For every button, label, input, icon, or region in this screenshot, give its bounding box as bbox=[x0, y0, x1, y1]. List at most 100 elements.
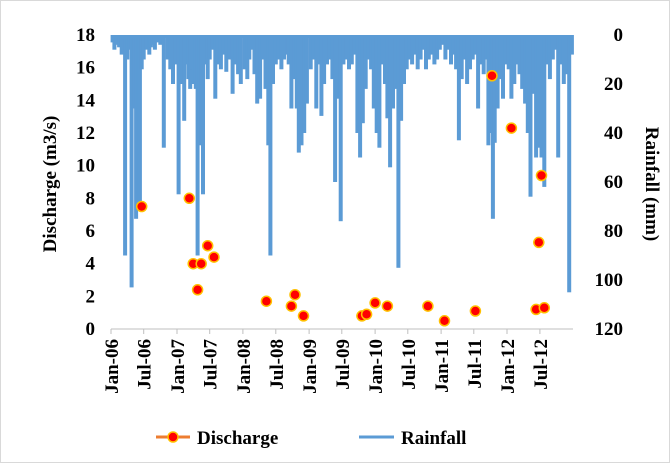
rainfall-bar bbox=[465, 35, 470, 84]
x-tick-label: Jul-12 bbox=[531, 339, 552, 390]
rainfall-bar bbox=[443, 35, 448, 60]
rainfall-bar bbox=[459, 35, 464, 80]
rainfall-bar bbox=[308, 35, 313, 70]
legend-rainfall-label: Rainfall bbox=[401, 428, 466, 449]
legend-item-discharge: Discharge bbox=[156, 428, 278, 449]
rainfall-bar bbox=[279, 35, 284, 70]
x-axis-ticks: Jan-06 Jul-06 Jan-07 Jul-07 Jan-08 Jul-08 Jan-… bbox=[102, 329, 552, 394]
rainfall-bar bbox=[451, 35, 456, 55]
rainfall-bar bbox=[258, 35, 263, 99]
rainfall-bar bbox=[440, 35, 445, 45]
discharge-markers bbox=[135, 70, 551, 327]
y-left-tick-label: 16 bbox=[76, 58, 95, 79]
rainfall-bar bbox=[317, 35, 321, 65]
rainfall-bar bbox=[215, 35, 220, 65]
x-tick-label: Jul-09 bbox=[333, 339, 354, 390]
rainfall-bar bbox=[292, 35, 297, 80]
rainfall-bar bbox=[429, 35, 434, 55]
rainfall-bar bbox=[213, 35, 218, 99]
y-right-tick-label: 60 bbox=[604, 172, 623, 193]
rainfall-bar bbox=[426, 35, 431, 60]
rainfall-bar bbox=[476, 35, 481, 109]
left-axis-ticks: 0 2 4 6 8 10 12 14 16 18 bbox=[76, 25, 96, 340]
rainfall-bar bbox=[402, 35, 406, 84]
rainfall-bar bbox=[413, 35, 417, 55]
rainfall-bar bbox=[268, 35, 273, 256]
rainfall-bar bbox=[112, 35, 117, 50]
y-left-tick-label: 10 bbox=[76, 156, 95, 177]
rainfall-bar bbox=[531, 35, 536, 94]
rainfall-bar bbox=[165, 35, 170, 60]
y-right-tick-label: 40 bbox=[604, 123, 623, 144]
rainfall-bar bbox=[319, 35, 324, 116]
rainfall-bar bbox=[327, 35, 332, 60]
rainfall-bar bbox=[195, 35, 200, 256]
x-tick-label: Jul-10 bbox=[399, 339, 420, 390]
y-left-tick-label: 0 bbox=[86, 319, 96, 340]
rainfall-bar bbox=[119, 35, 124, 55]
rainfall-bar bbox=[311, 35, 316, 60]
discharge-point bbox=[381, 300, 394, 312]
rainfall-bar bbox=[366, 35, 371, 60]
rainfall-bar bbox=[449, 35, 453, 65]
rainfall-bar bbox=[176, 35, 181, 195]
rainfall-bar bbox=[238, 35, 243, 84]
rainfall-bar bbox=[486, 35, 491, 146]
x-tick-label: Jul-08 bbox=[267, 339, 288, 390]
rainfall-bar bbox=[282, 35, 286, 60]
rainfall-bar bbox=[561, 35, 566, 84]
y-axis-right-label: Rainfall (mm) bbox=[641, 127, 662, 242]
discharge-point bbox=[297, 310, 310, 322]
rainfall-bar bbox=[369, 35, 374, 70]
y-right-tick-label: 80 bbox=[604, 221, 623, 242]
rainfall-bar bbox=[503, 35, 508, 65]
x-tick-label: Jul-06 bbox=[135, 339, 156, 390]
rainfall-bar bbox=[415, 35, 420, 70]
rainfall-bar bbox=[333, 35, 338, 182]
x-tick-label: Jan-07 bbox=[168, 339, 189, 394]
rainfall-bar bbox=[338, 35, 343, 222]
rainfall-bar bbox=[509, 35, 514, 99]
rainfall-bar bbox=[273, 35, 278, 65]
rainfall-bar bbox=[462, 35, 467, 60]
legend-discharge-label: Discharge bbox=[197, 428, 278, 449]
x-tick-label: Jan-11 bbox=[432, 339, 453, 393]
rainfall-bar bbox=[114, 35, 119, 45]
rainfall-bar bbox=[454, 35, 459, 70]
rainfall-bar bbox=[123, 35, 128, 256]
rainfall-bar bbox=[517, 35, 522, 75]
discharge-point bbox=[438, 315, 451, 327]
rainfall-bar bbox=[404, 35, 409, 70]
x-tick-label: Jan-12 bbox=[498, 339, 519, 394]
rainfall-bar bbox=[569, 35, 574, 55]
rainfall-bar bbox=[168, 35, 173, 70]
legend-discharge-marker bbox=[167, 431, 179, 443]
rainfall-bar bbox=[236, 35, 241, 75]
y-left-tick-label: 6 bbox=[86, 221, 96, 242]
rainfall-bar bbox=[492, 35, 497, 143]
rainfall-bar bbox=[385, 35, 390, 119]
y-left-tick-label: 14 bbox=[76, 90, 96, 111]
rainfall-bar bbox=[203, 35, 207, 65]
rainfall-bar bbox=[424, 35, 428, 70]
rainfall-bar bbox=[233, 35, 238, 65]
rainfall-bar bbox=[182, 35, 187, 121]
rainfall-bar bbox=[296, 35, 301, 153]
rainfall-bar bbox=[383, 35, 387, 84]
rainfall-bar bbox=[355, 35, 360, 133]
rainfall-bar bbox=[515, 35, 519, 65]
rainfall-bar bbox=[564, 35, 569, 75]
rainfall-bar bbox=[349, 35, 354, 65]
discharge-point bbox=[360, 308, 373, 321]
rainfall-bar bbox=[286, 35, 291, 65]
rainfall-bar bbox=[134, 35, 139, 219]
rainfall-bar bbox=[506, 35, 511, 70]
x-tick-label: Jan-06 bbox=[102, 339, 123, 394]
rainfall-bar bbox=[528, 35, 533, 197]
rainfall-bar bbox=[158, 35, 163, 45]
discharge-point bbox=[422, 300, 434, 312]
rainfall-bar bbox=[435, 35, 440, 60]
legend: Discharge Rainfall bbox=[156, 428, 466, 449]
rainfall-bar bbox=[227, 35, 232, 60]
rainfall-bar bbox=[391, 35, 395, 109]
